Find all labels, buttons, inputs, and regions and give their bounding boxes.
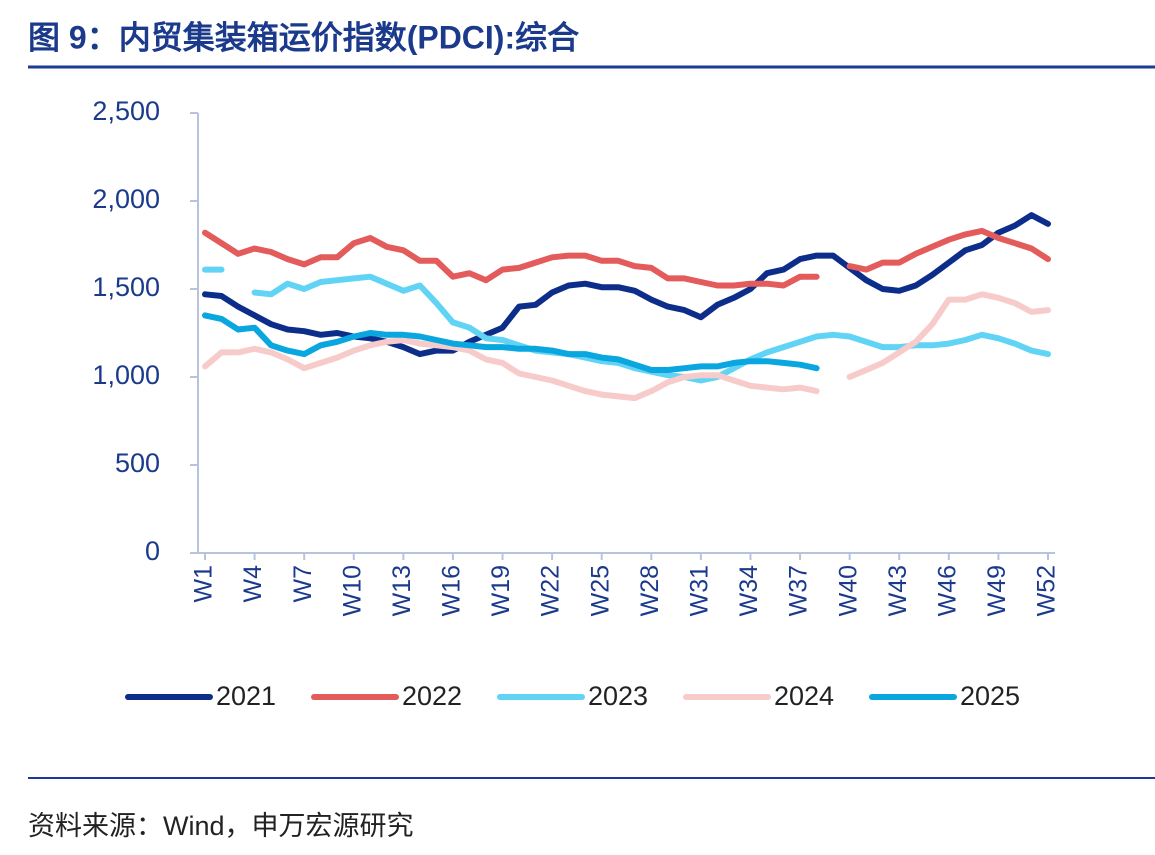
x-tick-label: W10 <box>338 565 366 616</box>
x-tick-label: W4 <box>239 565 267 603</box>
y-tick-label: 0 <box>145 536 160 566</box>
chart-title: 图 9：内贸集装箱运价指数(PDCI):综合 <box>28 19 579 55</box>
x-tick-label: W31 <box>685 565 713 616</box>
x-tick-label: W19 <box>487 565 515 616</box>
source-note: 资料来源：Wind，申万宏源研究 <box>28 811 414 841</box>
x-tick-label: W13 <box>388 565 416 616</box>
y-tick-label: 1,000 <box>92 360 160 390</box>
x-tick-label: W52 <box>1033 565 1061 616</box>
y-tick-label: 500 <box>115 448 160 478</box>
legend-label: 2025 <box>960 681 1020 711</box>
legend-label: 2024 <box>774 681 834 711</box>
x-tick-label: W28 <box>636 565 664 616</box>
x-tick-label: W25 <box>586 565 614 616</box>
x-tick-label: W7 <box>289 565 317 603</box>
x-tick-label: W49 <box>983 565 1011 616</box>
x-tick-label: W43 <box>884 565 912 616</box>
x-tick-label: W46 <box>933 565 961 616</box>
y-tick-label: 1,500 <box>92 272 160 302</box>
y-tick-label: 2,500 <box>92 96 160 126</box>
x-tick-label: W1 <box>190 565 218 603</box>
series-line <box>202 291 1051 402</box>
legend-label: 2021 <box>216 681 276 711</box>
x-tick-label: W40 <box>834 565 862 616</box>
legend-label: 2023 <box>588 681 648 711</box>
x-tick-label: W22 <box>537 565 565 616</box>
series-line <box>202 212 1051 358</box>
series-line <box>202 227 1051 289</box>
legend-label: 2022 <box>402 681 462 711</box>
x-tick-label: W16 <box>438 565 466 616</box>
x-tick-label: W34 <box>735 565 763 617</box>
y-tick-label: 2,000 <box>92 184 160 214</box>
series-line <box>202 312 820 373</box>
x-tick-label: W37 <box>785 565 813 616</box>
